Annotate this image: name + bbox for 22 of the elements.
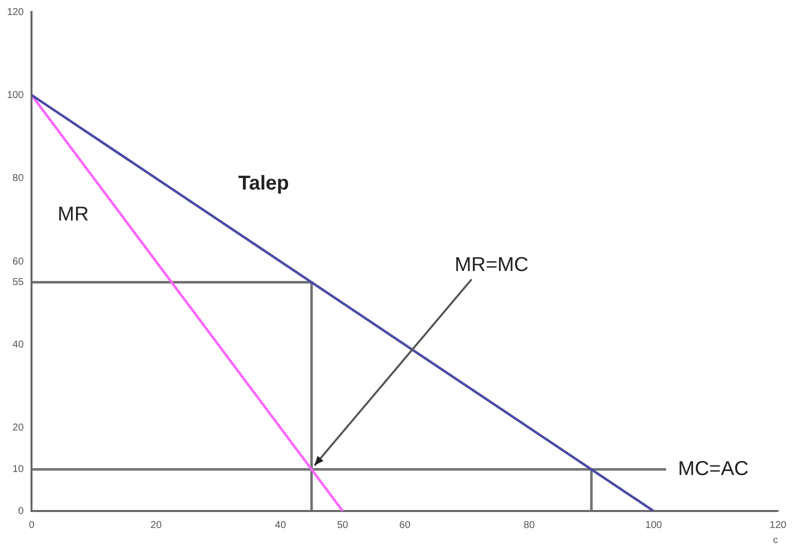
- y-tick-label: 10: [12, 464, 24, 476]
- series-label: MC=AC: [678, 458, 749, 480]
- y-tick-label: 40: [12, 339, 24, 350]
- annotation: MR=MC: [454, 254, 528, 276]
- x-tick-label: 100: [645, 520, 662, 531]
- y-tick-label: 60: [12, 256, 24, 268]
- x-tick-label: 120: [770, 520, 787, 531]
- x-tick-label: 50: [337, 520, 349, 531]
- y-tick-label: 100: [6, 90, 24, 101]
- x-axis-title: c: [773, 534, 778, 546]
- y-tick-label: 0: [18, 506, 24, 517]
- x-tick-label: 0: [28, 520, 35, 531]
- series-label: Talep: [238, 172, 290, 194]
- y-tick-label: 20: [12, 422, 24, 434]
- y-tick-label: 55: [12, 277, 24, 288]
- x-tick-label: 80: [524, 520, 536, 531]
- x-tick-label: 40: [274, 520, 286, 531]
- y-tick-label: 120: [6, 6, 24, 18]
- series-label: MR: [58, 204, 89, 226]
- x-tick-label: 20: [150, 520, 162, 531]
- y-tick-label: 80: [12, 173, 24, 184]
- x-tick-label: 60: [399, 520, 411, 531]
